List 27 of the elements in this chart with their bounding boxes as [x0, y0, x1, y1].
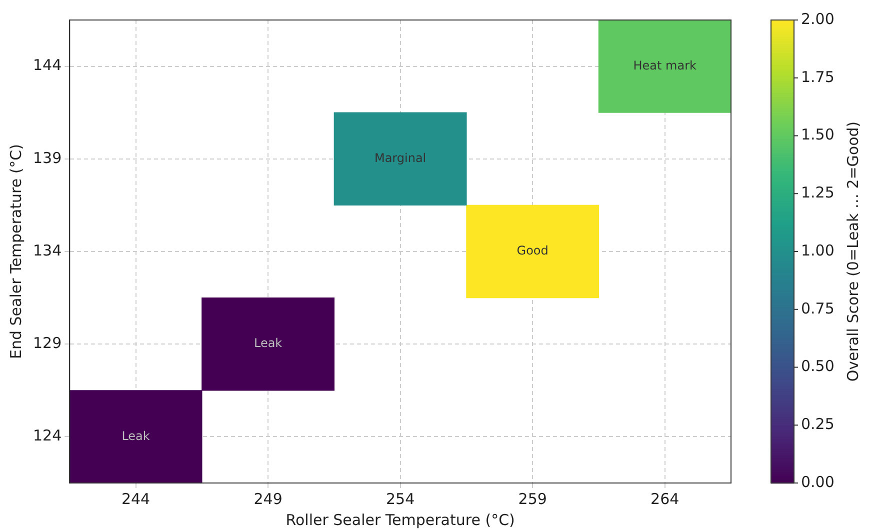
y-tick-label: 134 [32, 241, 62, 260]
data-label: Good [516, 244, 548, 258]
color-bar-label: 2.00 [801, 10, 834, 28]
color-bar-label: 1.00 [801, 241, 834, 260]
y-tick-label: 139 [32, 148, 62, 167]
data-label: Leak [122, 428, 150, 443]
color-bar-label: 0.25 [801, 415, 834, 434]
x-axis-title: Roller Sealer Temperature (°C) [286, 510, 515, 529]
y-tick-label: 129 [32, 334, 62, 352]
data-label: Marginal [374, 151, 426, 166]
x-tick-label: 259 [518, 490, 547, 508]
y-tick-label: 124 [32, 426, 62, 445]
x-tick-label: 249 [254, 490, 282, 508]
x-tick-label: 244 [121, 490, 150, 508]
color-bar-label: 0.50 [801, 357, 834, 376]
y-axis-title: End Sealer Temperature (°C) [6, 144, 25, 360]
color-bar-label: 0.00 [801, 472, 834, 491]
data-label: Leak [254, 336, 282, 350]
color-bar-label: 1.75 [801, 68, 834, 86]
color-bar-title: Overall Score (0=Leak … 2=Good) [844, 121, 862, 382]
x-tick-label: 254 [386, 490, 415, 508]
x-tick-label: 264 [650, 490, 680, 508]
y-tick-label: 144 [32, 56, 62, 74]
color-bar-label: 0.75 [801, 299, 834, 318]
color-bar-label: 1.50 [801, 126, 834, 144]
color-bar-label: 1.25 [801, 184, 834, 202]
data-label: Heat mark [633, 58, 697, 72]
